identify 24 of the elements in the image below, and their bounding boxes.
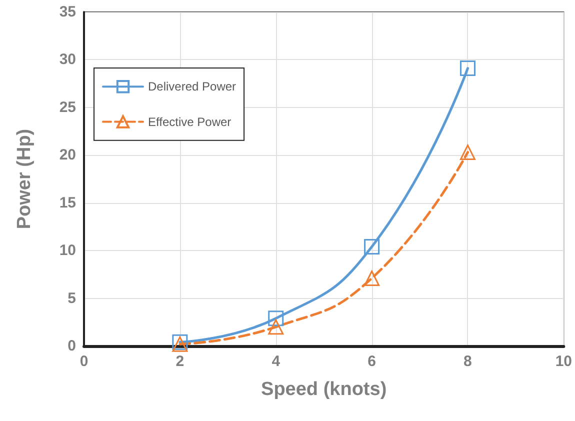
y-tick-label: 10 bbox=[59, 242, 76, 260]
y-tick-label: 0 bbox=[68, 338, 76, 354]
x-tick-label: 10 bbox=[555, 353, 572, 370]
point bbox=[268, 319, 284, 335]
y-tick-label: 15 bbox=[59, 194, 76, 212]
y-tick-label: 25 bbox=[59, 98, 76, 116]
point bbox=[460, 144, 476, 160]
point bbox=[364, 239, 380, 255]
legend-label: Effective Power bbox=[148, 114, 232, 129]
point bbox=[460, 60, 476, 76]
x-tick-label: 6 bbox=[368, 353, 376, 370]
x-tick-label: 8 bbox=[464, 353, 472, 370]
point bbox=[268, 310, 284, 326]
x-axis-title: Speed (knots) bbox=[261, 379, 387, 400]
x-tick-label: 0 bbox=[80, 353, 88, 370]
y-tick-label: 30 bbox=[59, 51, 76, 68]
y-axis-title: Power (Hp) bbox=[14, 128, 35, 230]
y-tick-label: 5 bbox=[68, 290, 76, 307]
y-tick-label: 35 bbox=[59, 4, 76, 20]
y-tick-label: 20 bbox=[59, 146, 76, 164]
x-tick-label: 2 bbox=[176, 353, 184, 370]
legend-label: Delivered Power bbox=[148, 80, 236, 94]
point bbox=[364, 270, 380, 286]
x-tick-label: 4 bbox=[272, 353, 281, 370]
